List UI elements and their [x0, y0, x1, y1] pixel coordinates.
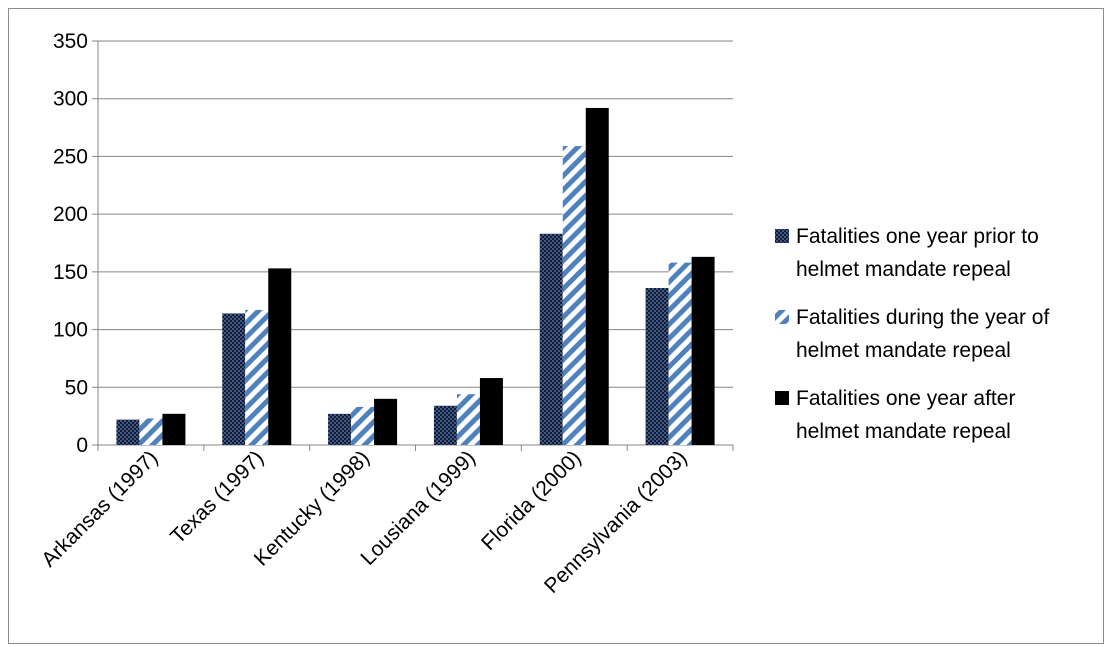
legend-label-after-line1: Fatalities one year after — [796, 387, 1015, 410]
bar-after — [691, 256, 715, 445]
x-axis: Arkansas (1997) Texas (1997)Kentucky (199… — [37, 444, 734, 598]
bar-after — [479, 378, 503, 445]
legend: Fatalities one year prior to helmet mand… — [775, 225, 1049, 443]
bar-prior — [539, 233, 563, 445]
y-axis: 0 50 100 150 200 250 300 350 — [53, 30, 99, 457]
bar-after — [585, 107, 609, 445]
bar-after — [268, 268, 292, 445]
legend-label-during-line2: helmet mandate repeal — [796, 339, 1011, 362]
legend-label-after-line2: helmet mandate repeal — [796, 420, 1011, 443]
x-tick-label: Florida (2000) — [477, 446, 586, 555]
bar-prior — [222, 313, 246, 445]
gridlines — [98, 40, 733, 388]
bar-during — [139, 418, 163, 445]
x-tick-label: Lousiana (1999) — [356, 446, 480, 570]
legend-label-prior-line1: Fatalities one year prior to — [796, 225, 1039, 248]
bar-prior — [328, 413, 352, 445]
bar-prior — [433, 405, 457, 445]
bars — [116, 107, 715, 446]
bar-after — [374, 398, 398, 445]
y-tick-label: 300 — [53, 88, 88, 111]
legend-swatch-prior — [775, 229, 789, 243]
legend-item-prior: Fatalities one year prior to helmet mand… — [775, 225, 1039, 281]
bar-during — [456, 394, 480, 445]
legend-label-prior-line2: helmet mandate repeal — [796, 258, 1011, 281]
y-tick-label: 100 — [53, 319, 88, 342]
bar-during — [562, 146, 586, 446]
bar-during — [351, 406, 375, 445]
legend-item-during: Fatalities during the year of helmet man… — [775, 306, 1049, 362]
y-tick-label: 250 — [53, 145, 88, 168]
bar-after — [162, 413, 186, 445]
legend-swatch-during — [775, 310, 789, 324]
y-tick-label: 200 — [53, 203, 88, 226]
x-tick-label: Arkansas (1997) — [37, 446, 162, 571]
legend-swatch-after — [775, 391, 789, 405]
x-tick-label: Kentucky (1998) — [250, 446, 374, 570]
y-tick-label: 0 — [76, 434, 88, 457]
bar-prior — [645, 288, 669, 445]
legend-item-after: Fatalities one year after helmet mandate… — [775, 387, 1015, 443]
bar-during — [668, 262, 692, 445]
x-tick-label: Texas (1997) — [166, 446, 268, 548]
y-tick-label: 350 — [53, 30, 88, 53]
y-tick-label: 150 — [53, 261, 88, 284]
bar-during — [245, 309, 269, 445]
legend-label-during-line1: Fatalities during the year of — [796, 306, 1049, 329]
y-tick-label: 50 — [65, 376, 88, 399]
bar-prior — [116, 419, 140, 445]
